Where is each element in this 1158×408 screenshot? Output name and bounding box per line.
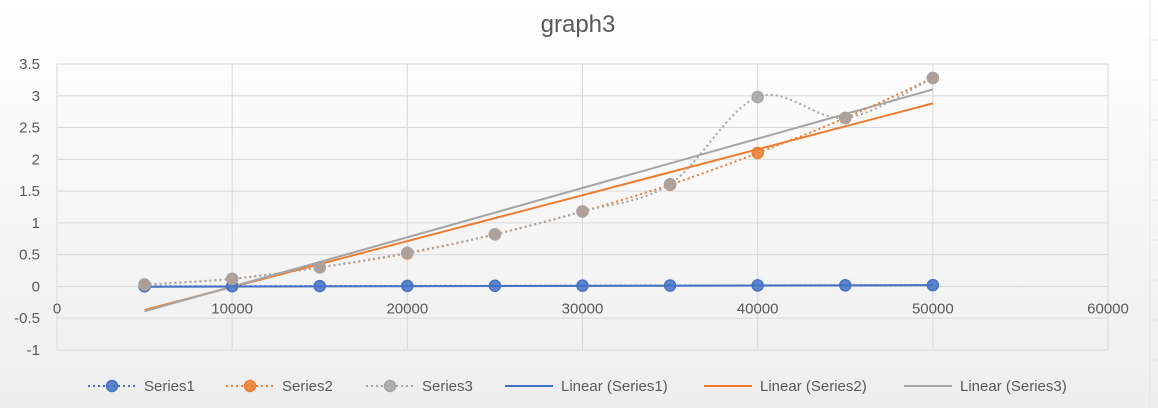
legend-item-1: Series1 <box>88 378 195 395</box>
x-tick-label: 50000 <box>912 300 954 317</box>
x-tick-label: 40000 <box>737 300 779 317</box>
y-tick-label: 2.5 <box>19 120 40 137</box>
y-tick-label: -1 <box>27 342 40 359</box>
y-tick-label: 0.5 <box>19 247 40 264</box>
series-line-1 <box>144 284 933 288</box>
y-tick-label: 1 <box>32 215 40 232</box>
series1-point <box>488 279 502 293</box>
series3-point <box>401 246 414 260</box>
series1-point <box>751 279 764 292</box>
legend-swatch-marker <box>243 379 257 393</box>
series3-point <box>926 71 940 85</box>
x-tick-label: 10000 <box>211 300 253 317</box>
x-tick-label: 30000 <box>562 300 604 317</box>
y-tick-label: 0 <box>32 278 40 295</box>
series3-point <box>138 278 151 291</box>
legend-label: Linear (Series1) <box>561 378 668 395</box>
series1-point <box>839 279 852 292</box>
x-tick-label: 60000 <box>1087 300 1129 317</box>
legend-label: Series3 <box>422 378 473 395</box>
series3-point <box>225 272 239 286</box>
legend-label: Series2 <box>282 378 333 395</box>
series3-point <box>751 90 764 104</box>
trendline-2 <box>144 102 934 311</box>
series1-point <box>313 279 326 293</box>
data-series <box>138 71 940 293</box>
y-tick-label: -0.5 <box>14 310 40 327</box>
legend-item-5: Linear (Series2) <box>704 378 867 395</box>
y-tick-label: 3 <box>32 88 40 105</box>
legend-item-3: Series3 <box>366 378 473 395</box>
chart-title: graph3 <box>541 11 616 38</box>
series3-point <box>488 228 502 241</box>
y-tick-label: 2 <box>32 151 40 168</box>
series-line-3 <box>144 77 934 286</box>
series1-point <box>663 279 677 292</box>
series1-point <box>576 279 589 292</box>
y-tick-label: 1.5 <box>19 183 40 200</box>
x-tick-label: 0 <box>53 300 61 317</box>
series3-point <box>839 111 852 125</box>
legend-swatch-marker <box>383 379 397 393</box>
legend: Series1 Series2 Series3 Linear (Series1) Lin… <box>88 378 1067 395</box>
y-tick-label: 3.5 <box>19 56 40 73</box>
legend-swatch-marker <box>105 379 119 393</box>
series1-point <box>926 278 940 292</box>
series3-point <box>663 177 677 191</box>
legend-label: Linear (Series2) <box>760 378 867 395</box>
series3-point <box>576 205 589 218</box>
legend-item-4: Linear (Series1) <box>505 378 668 395</box>
legend-item-6: Linear (Series3) <box>904 378 1067 395</box>
series3-point <box>313 261 326 274</box>
legend-item-2: Series2 <box>226 378 333 395</box>
series1-point <box>401 279 414 293</box>
legend-label: Series1 <box>144 378 195 395</box>
legend-label: Linear (Series3) <box>960 378 1067 395</box>
series2-point <box>751 146 764 160</box>
x-tick-label: 20000 <box>386 300 428 317</box>
tick-labels: 3.5 3 2.5 2 1.5 1 0.5 0 -0.5 -1 0 10000 20000 30000 40… <box>14 56 1129 359</box>
